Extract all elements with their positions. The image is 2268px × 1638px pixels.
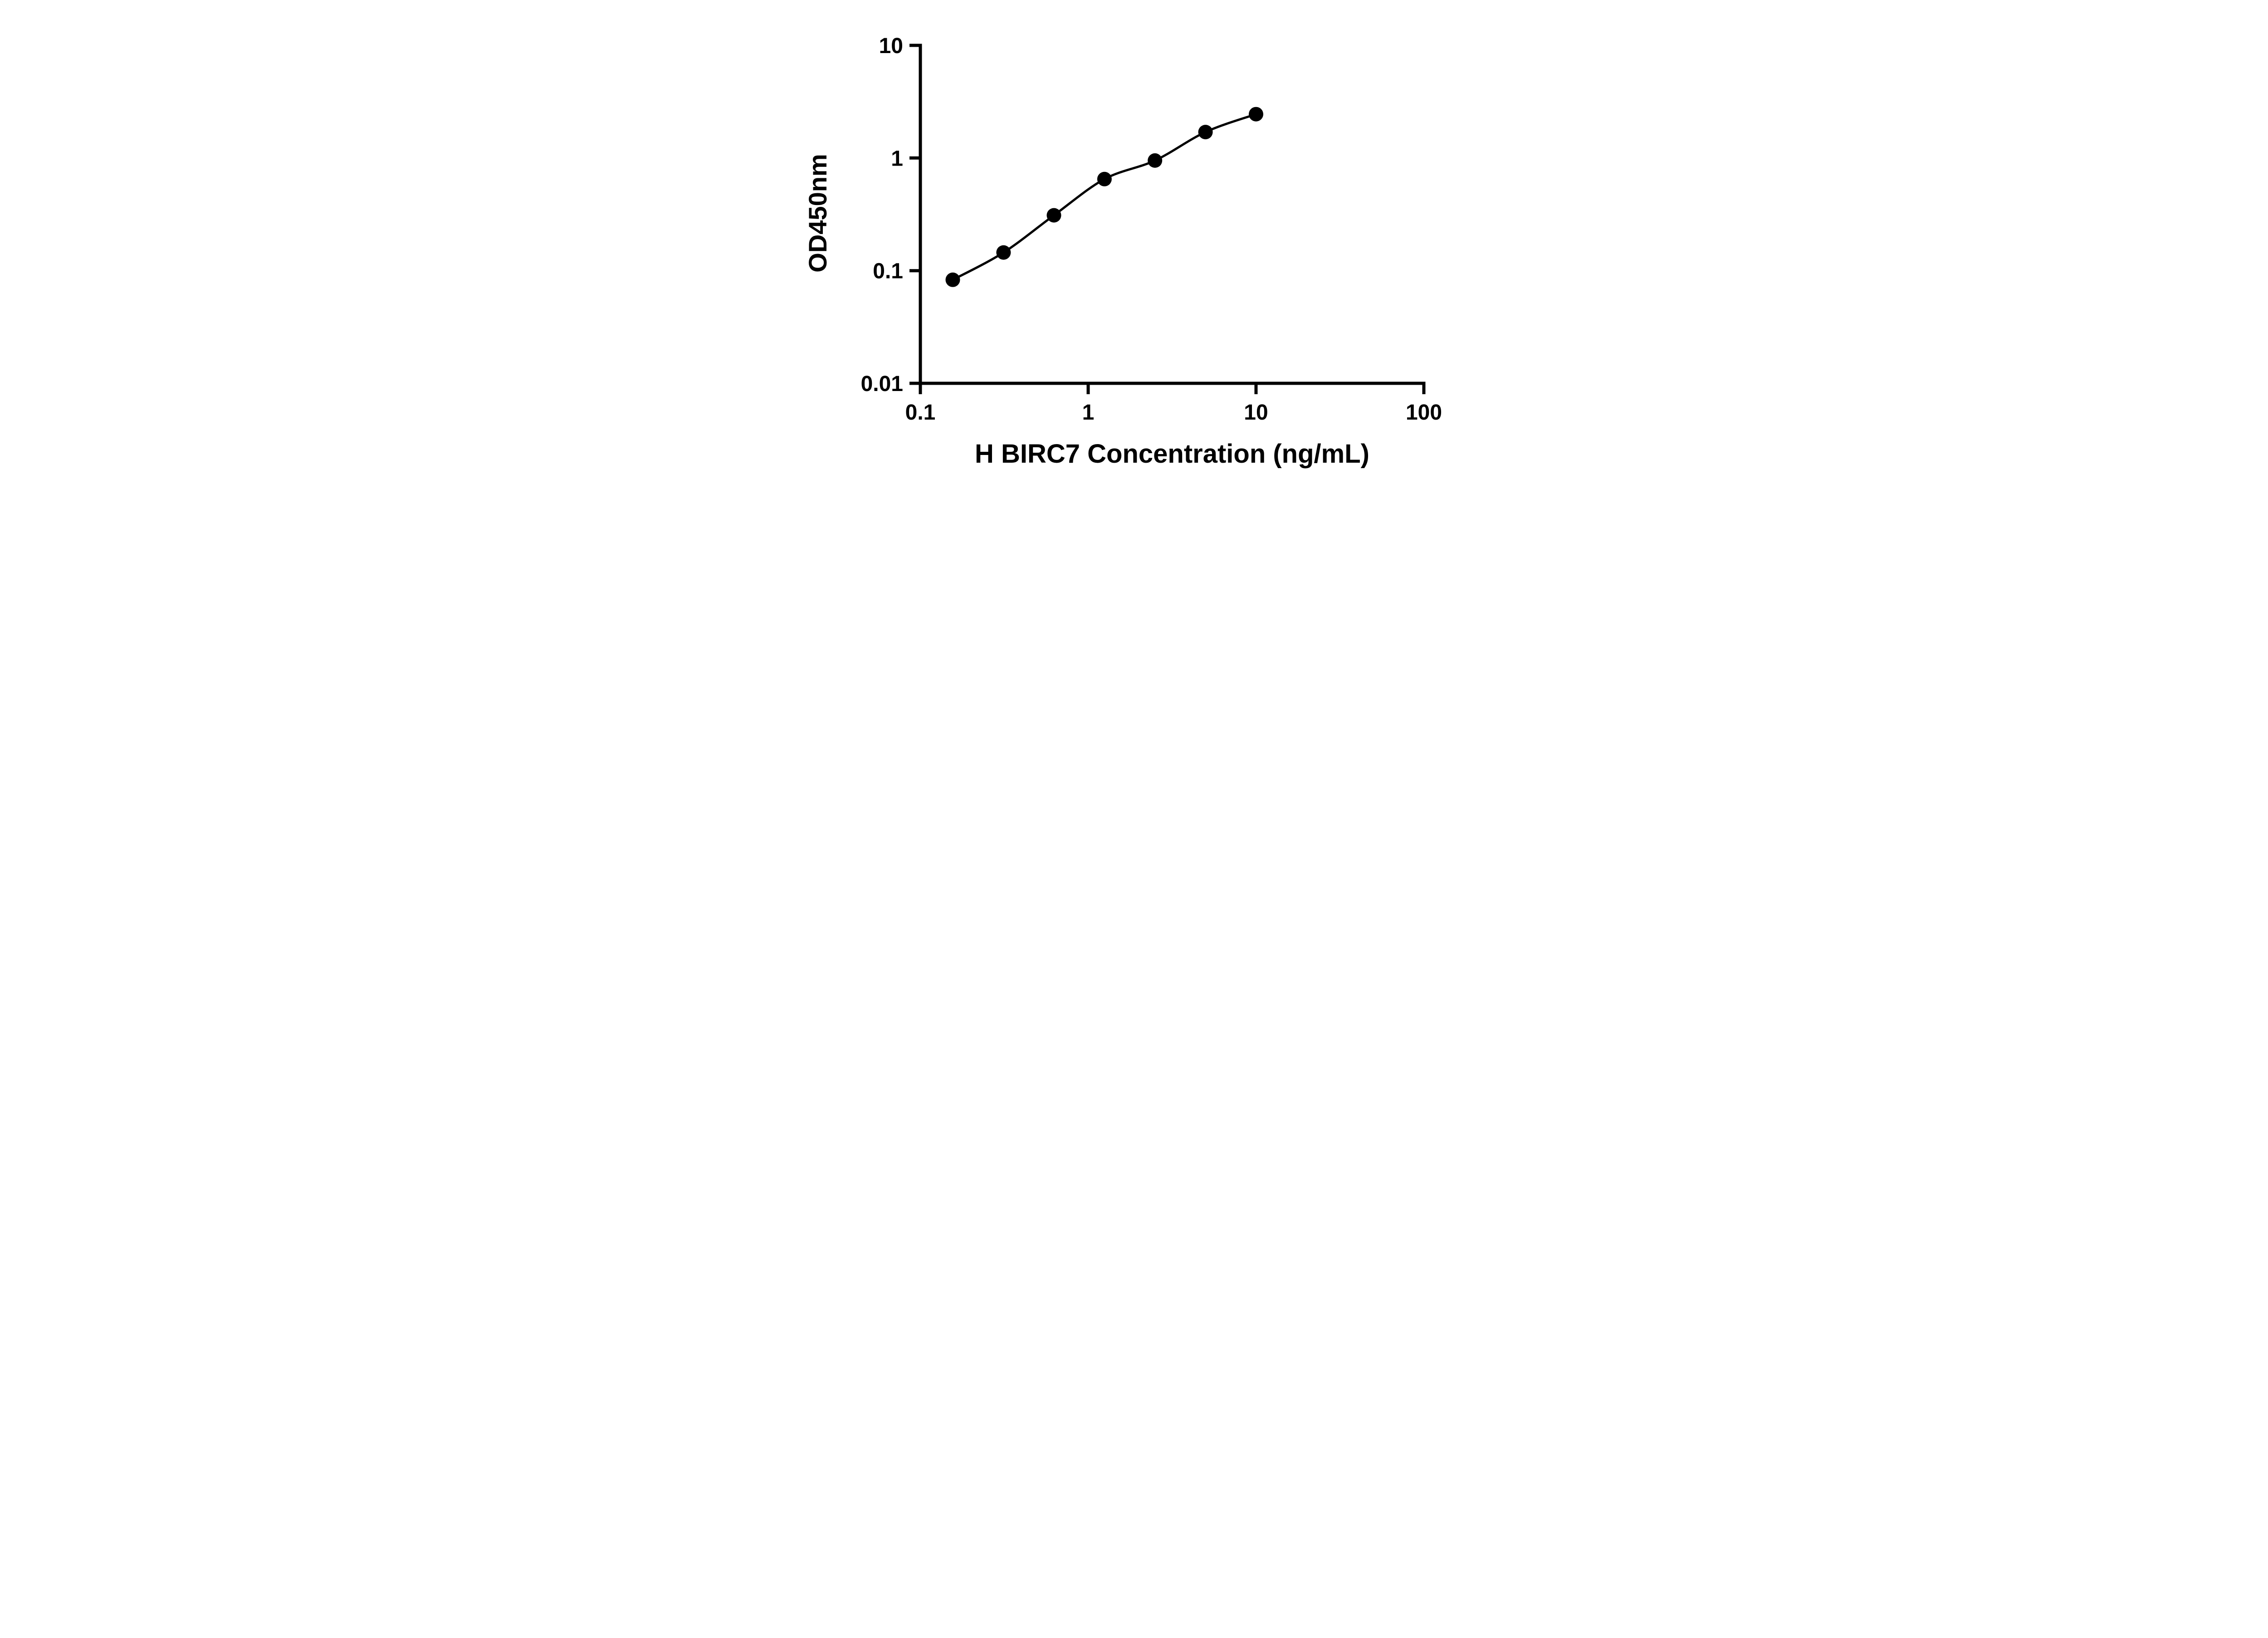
chart-page: 0.1 1 10 100 0.01 0.1 1 10 H BIRC7 Concentratio…	[787, 0, 1481, 491]
data-point	[1148, 153, 1163, 168]
y-tick-label: 0.01	[861, 372, 903, 396]
x-tick-label: 0.1	[905, 401, 936, 425]
x-tick-label: 10	[1244, 401, 1268, 425]
y-tick-label: 1	[891, 147, 903, 171]
x-axis-title: H BIRC7 Concentration (ng/mL)	[975, 439, 1369, 469]
data-point	[996, 245, 1011, 260]
data-point	[945, 272, 960, 287]
data-point	[1097, 171, 1112, 186]
y-tick-label: 0.1	[873, 259, 903, 284]
standard-curve-figure: 0.1 1 10 100 0.01 0.1 1 10 H BIRC7 Concentratio…	[787, 0, 1481, 491]
y-axis-title: OD450nm	[803, 154, 832, 272]
y-tick-label: 10	[879, 34, 903, 58]
data-point	[1249, 107, 1263, 122]
x-tick-label: 1	[1082, 401, 1095, 425]
data-point	[1198, 125, 1213, 140]
data-point	[1046, 208, 1061, 223]
x-tick-label: 100	[1406, 401, 1442, 425]
